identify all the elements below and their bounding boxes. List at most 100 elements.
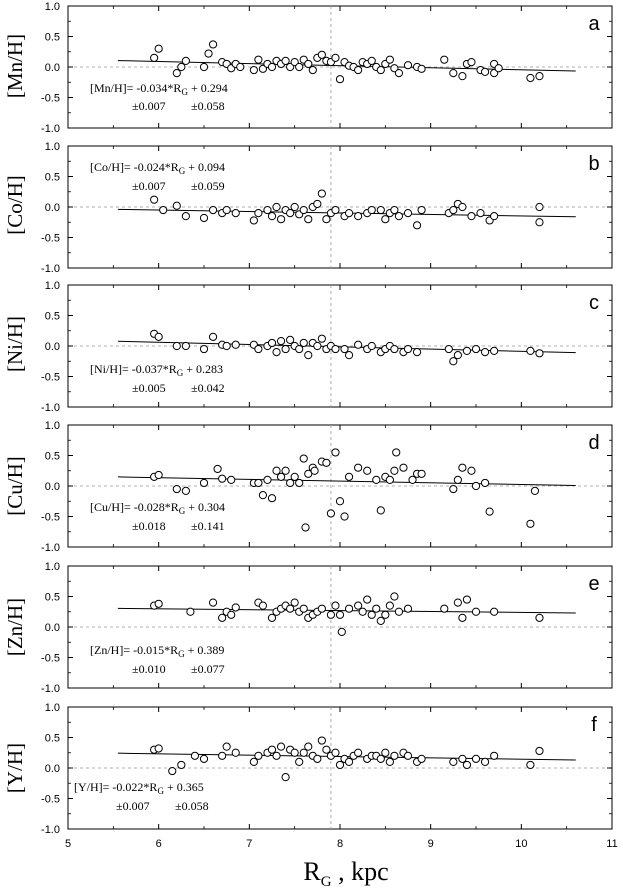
data-point bbox=[154, 44, 163, 53]
data-point bbox=[199, 478, 209, 488]
data-point bbox=[363, 466, 372, 475]
fit-equation: [Ni/H]= -0.037*RG + 0.283 bbox=[90, 362, 223, 378]
data-point bbox=[344, 757, 354, 767]
y-tick-label: -1.0 bbox=[41, 402, 60, 414]
data-point bbox=[272, 466, 281, 475]
data-point bbox=[526, 346, 535, 355]
data-point bbox=[526, 760, 535, 770]
data-point bbox=[177, 62, 186, 72]
data-point bbox=[295, 62, 304, 72]
data-point bbox=[340, 344, 349, 354]
panels: 1.0 0.5 0.0 -0.5 -1.0 a [Mn/H] [Mn/H]= -0.034*R… bbox=[3, 1, 613, 836]
panel-letter: a bbox=[588, 13, 600, 35]
data-point bbox=[254, 55, 263, 64]
data-point bbox=[222, 742, 231, 751]
data-point bbox=[462, 346, 472, 355]
data-point bbox=[403, 604, 413, 613]
y-tick-label: 0.0 bbox=[45, 622, 60, 634]
data-point bbox=[304, 742, 313, 751]
data-point bbox=[440, 604, 449, 613]
data-point bbox=[281, 466, 290, 475]
data-point bbox=[290, 748, 299, 757]
data-point bbox=[381, 610, 390, 619]
y-tick-label: 0.5 bbox=[45, 32, 60, 44]
x-axis-ticks: 5 6 7 8 9 10 11 bbox=[65, 838, 618, 850]
data-point bbox=[467, 212, 476, 221]
data-point bbox=[367, 56, 376, 66]
data-point bbox=[208, 332, 218, 341]
data-point bbox=[440, 55, 449, 64]
data-point bbox=[213, 464, 222, 474]
fit-slope-error: ±0.005 bbox=[132, 381, 166, 395]
data-point bbox=[490, 751, 499, 760]
data-point bbox=[286, 604, 295, 613]
data-point bbox=[276, 742, 286, 751]
y-tick-label: 0.0 bbox=[45, 341, 60, 353]
data-point bbox=[467, 466, 476, 475]
data-point bbox=[390, 344, 399, 354]
y-axis-label: [Co/H] bbox=[3, 175, 27, 235]
data-point bbox=[258, 491, 268, 500]
data-point bbox=[199, 213, 209, 223]
panel-e: 1.0 0.5 0.0 -0.5 -1.0 e [Zn/H] [Zn/H]= -0.015*R… bbox=[3, 561, 613, 695]
data-point bbox=[462, 595, 472, 604]
data-point bbox=[304, 215, 313, 224]
data-point bbox=[335, 610, 345, 619]
data-point bbox=[172, 201, 181, 210]
fit-slope-error: ±0.010 bbox=[132, 662, 166, 676]
data-point bbox=[335, 497, 345, 506]
fit-equation-subscript: G bbox=[178, 649, 185, 659]
data-point bbox=[354, 212, 363, 221]
x-tick-label: 6 bbox=[156, 838, 162, 850]
data-point bbox=[367, 205, 376, 215]
data-point bbox=[394, 212, 404, 221]
data-point bbox=[267, 745, 277, 754]
data-point bbox=[403, 751, 413, 760]
data-point bbox=[490, 212, 499, 221]
data-point bbox=[367, 341, 376, 351]
data-point bbox=[222, 341, 231, 351]
panel-letter: c bbox=[589, 292, 599, 314]
data-point bbox=[286, 62, 295, 72]
data-point bbox=[281, 773, 290, 782]
panel-f: 1.0 0.5 0.0 -0.5 -1.0 f [Y/H] [Y/H]= -0.022*RG … bbox=[3, 702, 613, 836]
y-tick-label: -1.0 bbox=[41, 683, 60, 695]
fit-equation-part-b: + 0.283 bbox=[183, 362, 223, 376]
data-point bbox=[453, 598, 462, 607]
data-point bbox=[222, 205, 231, 215]
data-point bbox=[390, 592, 399, 601]
data-point bbox=[390, 64, 399, 73]
data-point bbox=[281, 344, 290, 354]
data-point bbox=[181, 341, 190, 351]
data-point bbox=[208, 40, 218, 49]
data-point bbox=[254, 751, 263, 760]
data-point bbox=[535, 349, 544, 358]
data-point bbox=[408, 475, 417, 484]
data-point bbox=[317, 334, 326, 343]
data-point bbox=[313, 754, 322, 763]
data-point bbox=[376, 205, 385, 215]
data-point bbox=[231, 340, 240, 349]
data-point bbox=[290, 598, 299, 607]
data-point bbox=[480, 67, 490, 76]
data-point bbox=[449, 205, 458, 215]
data-point bbox=[403, 61, 413, 70]
panel-letter: b bbox=[588, 153, 599, 175]
data-point bbox=[154, 744, 163, 753]
data-point bbox=[263, 475, 272, 484]
data-point bbox=[471, 344, 481, 354]
data-point bbox=[208, 598, 218, 607]
data-point bbox=[295, 478, 304, 488]
data-point bbox=[272, 202, 281, 212]
x-axis-label-main: R bbox=[303, 857, 321, 886]
x-tick-label: 10 bbox=[515, 838, 527, 850]
data-point bbox=[354, 463, 363, 472]
data-point bbox=[154, 470, 163, 480]
data-point bbox=[381, 215, 390, 224]
data-point bbox=[372, 475, 381, 484]
data-point bbox=[231, 748, 240, 757]
fit-equation-part-a: [Y/H]= -0.022*R bbox=[74, 780, 157, 794]
data-point bbox=[480, 757, 490, 767]
data-point bbox=[304, 59, 313, 69]
data-point bbox=[331, 601, 340, 610]
